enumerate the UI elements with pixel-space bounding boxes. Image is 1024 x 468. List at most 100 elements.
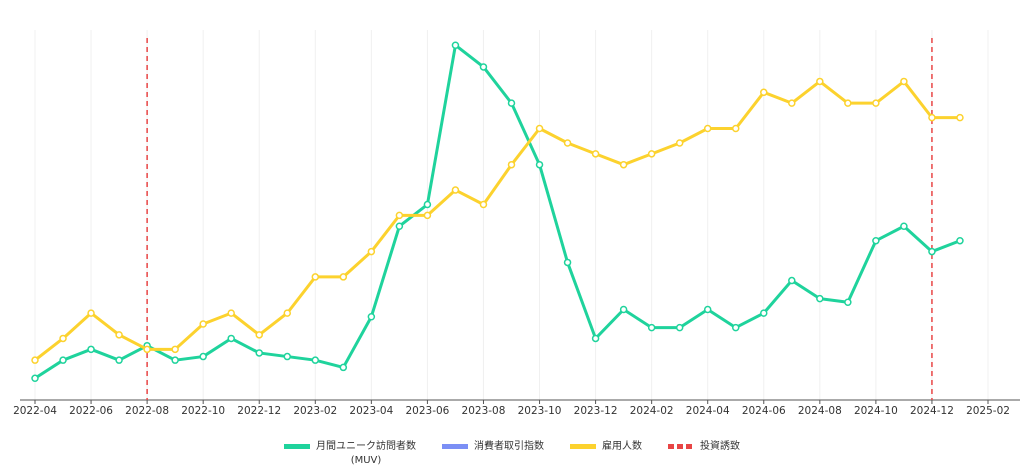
x-tick-label: 2024-12 — [910, 405, 954, 417]
x-tick-label: 2024-10 — [854, 405, 898, 417]
point — [199, 320, 207, 328]
point — [816, 294, 824, 303]
legend-swatch — [284, 444, 310, 449]
point — [760, 309, 768, 317]
point — [619, 160, 628, 169]
point — [451, 186, 460, 194]
point — [703, 124, 712, 133]
point — [872, 236, 880, 245]
point — [451, 41, 460, 49]
point — [788, 276, 796, 285]
point — [171, 345, 179, 354]
point — [31, 374, 39, 383]
point — [703, 305, 712, 314]
point — [87, 345, 95, 354]
point — [339, 273, 348, 281]
legend-swatch — [570, 444, 596, 449]
legend-label: 投資誘致 — [700, 441, 740, 452]
legend-item[interactable]: 雇用人数 — [570, 440, 642, 468]
point — [507, 160, 516, 169]
point — [675, 323, 684, 332]
point — [535, 160, 544, 169]
point — [816, 77, 824, 86]
point — [900, 222, 908, 230]
point — [731, 323, 740, 332]
x-tick-label: 2022-04 — [13, 405, 57, 417]
legend-swatch — [668, 444, 694, 449]
point — [647, 150, 656, 158]
series-line — [34, 43, 961, 380]
x-tick-label: 2024-06 — [742, 405, 786, 417]
x-tick-label: 2024-02 — [630, 405, 674, 417]
point — [59, 334, 67, 343]
x-tick-label: 2023-08 — [462, 405, 506, 417]
point — [367, 247, 376, 256]
legend-label: 雇用人数 — [602, 441, 642, 452]
x-tick-label: 2023-02 — [293, 405, 337, 417]
series-line — [34, 79, 960, 362]
point — [956, 236, 964, 245]
x-tick-label: 2022-12 — [237, 405, 281, 417]
x-tick-label: 2022-10 — [181, 405, 225, 417]
point — [255, 349, 263, 357]
x-tick-label: 2023-12 — [574, 405, 618, 417]
point — [535, 124, 544, 133]
point — [956, 113, 964, 122]
point — [311, 356, 320, 364]
legend-swatch — [442, 444, 468, 449]
x-tick-label: 2022-06 — [69, 405, 113, 417]
point — [872, 99, 880, 107]
point — [731, 124, 740, 133]
point — [844, 298, 852, 307]
point — [199, 352, 207, 361]
point — [227, 334, 235, 343]
point — [591, 334, 600, 343]
legend-label: 月間ユニーク訪問者数 (MUV) — [316, 441, 416, 466]
point — [928, 247, 936, 256]
point — [844, 99, 852, 107]
point — [788, 99, 796, 107]
legend-label: 消費者取引指数 — [474, 441, 544, 452]
x-tick-label: 2022-08 — [125, 405, 169, 417]
point — [255, 331, 263, 339]
point — [591, 150, 600, 158]
x-tick-label: 2024-08 — [798, 405, 842, 417]
point — [423, 200, 432, 209]
point — [563, 258, 572, 267]
chart: 2022-04 2022-06 2022-08 2022-10 2022-12 2023-… — [13, 30, 1020, 417]
point — [339, 363, 348, 372]
point — [87, 309, 95, 317]
point — [227, 309, 235, 317]
point — [675, 139, 684, 147]
point — [171, 356, 179, 364]
x-tick-label: 2023-04 — [349, 405, 393, 417]
legend-item[interactable]: 月間ユニーク訪問者数 (MUV) — [284, 440, 416, 468]
legend-item[interactable]: 消費者取引指数 — [442, 440, 544, 468]
point — [647, 323, 656, 332]
point — [619, 305, 628, 314]
point — [115, 356, 123, 364]
page: 2022-04 2022-06 2022-08 2022-10 2022-12 2023-… — [13, 30, 1020, 466]
point — [563, 139, 572, 147]
point — [115, 331, 123, 339]
point — [479, 63, 488, 71]
point — [479, 200, 488, 209]
legend: 月間ユニーク訪問者数 (MUV) 消費者取引指数 雇用人数 投資誘致 — [0, 440, 1024, 468]
point — [423, 211, 432, 220]
point — [311, 273, 320, 281]
point — [367, 312, 376, 321]
point — [928, 113, 936, 122]
point — [900, 77, 908, 86]
point — [507, 99, 516, 107]
point — [31, 356, 39, 364]
point — [283, 352, 292, 361]
point — [760, 88, 768, 97]
x-tick-label: 2024-04 — [686, 405, 730, 417]
x-tick-label: 2023-10 — [518, 405, 562, 417]
x-tick-label: 2025-02 — [966, 405, 1010, 417]
point — [59, 356, 67, 364]
x-tick-label: 2023-06 — [405, 405, 449, 417]
point — [283, 309, 292, 317]
point — [395, 222, 404, 230]
legend-item[interactable]: 投資誘致 — [668, 440, 740, 468]
